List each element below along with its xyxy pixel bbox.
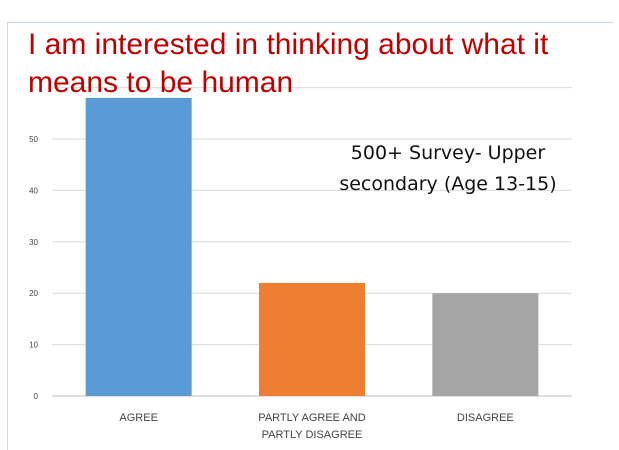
- y-tick-label: 0: [34, 392, 39, 401]
- y-tick-label: 40: [29, 186, 38, 195]
- y-tick-label: 10: [29, 341, 38, 350]
- x-tick-label: PARTLY DISAGREE: [262, 429, 363, 441]
- bar: [432, 293, 539, 396]
- x-tick-label: PARTLY AGREE AND: [258, 412, 365, 424]
- x-tick-label: DISAGREE: [457, 412, 514, 424]
- survey-annotation: 500+ Survey- Upper secondary (Age 13-15): [339, 142, 557, 195]
- x-tick-label: AGREE: [119, 412, 158, 424]
- y-tick-label: 20: [29, 289, 38, 298]
- bar: [259, 282, 365, 396]
- frame-left-border: [7, 22, 8, 450]
- bar: [85, 97, 192, 396]
- y-tick-label: 30: [29, 238, 38, 247]
- y-tick-label: 50: [29, 135, 38, 144]
- frame-top-border: [7, 22, 613, 23]
- chart-title: I am interested in thinking about what i…: [28, 28, 549, 99]
